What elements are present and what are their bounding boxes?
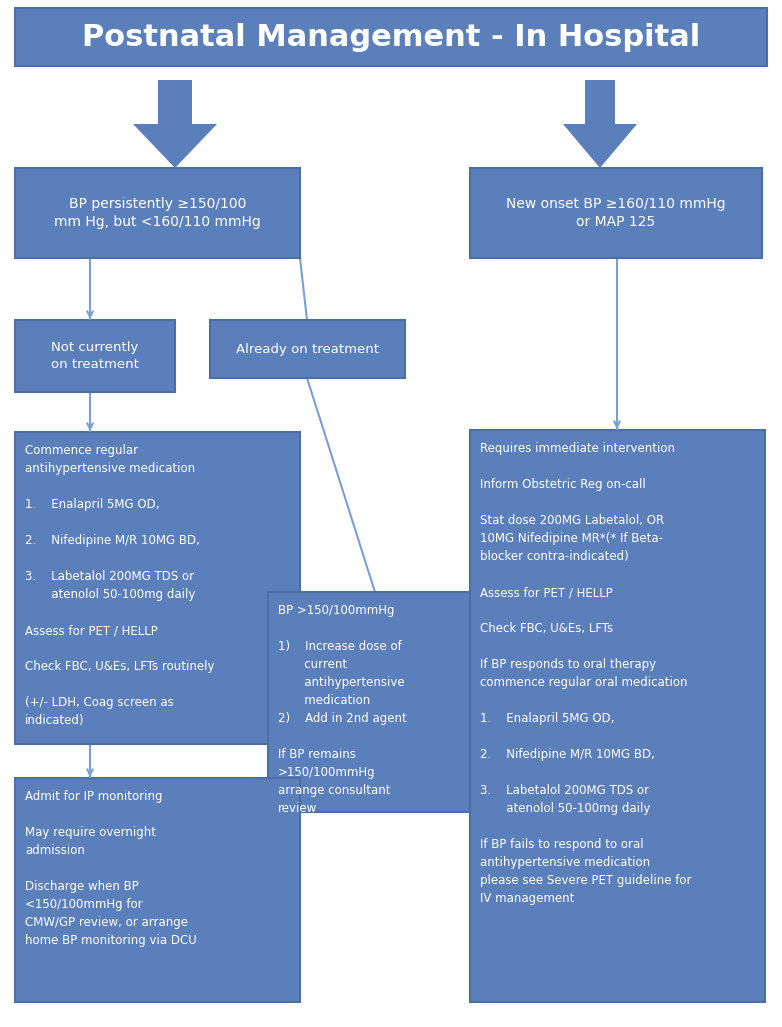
- Text: BP persistently ≥150/100
mm Hg, but <160/110 mmHg: BP persistently ≥150/100 mm Hg, but <160…: [54, 197, 261, 229]
- Text: BP >150/100mmHg

1)    Increase dose of
       current
       antihypertensive
 : BP >150/100mmHg 1) Increase dose of curr…: [278, 604, 407, 815]
- FancyBboxPatch shape: [15, 778, 300, 1002]
- Polygon shape: [133, 80, 217, 168]
- Text: Commence regular
antihypertensive medication

1.    Enalapril 5MG OD,

2.    Nif: Commence regular antihypertensive medica…: [25, 444, 214, 727]
- FancyBboxPatch shape: [15, 168, 300, 258]
- Text: Admit for IP monitoring

May require overnight
admission

Discharge when BP
<150: Admit for IP monitoring May require over…: [25, 790, 197, 947]
- Text: Postnatal Management - In Hospital: Postnatal Management - In Hospital: [82, 23, 700, 51]
- FancyBboxPatch shape: [15, 432, 300, 744]
- FancyBboxPatch shape: [470, 168, 762, 258]
- Polygon shape: [563, 80, 637, 168]
- Text: Requires immediate intervention

Inform Obstetric Reg on-call

Stat dose 200MG L: Requires immediate intervention Inform O…: [480, 442, 691, 905]
- Text: Already on treatment: Already on treatment: [236, 342, 379, 355]
- FancyBboxPatch shape: [268, 592, 483, 812]
- Text: New onset BP ≥160/110 mmHg
or MAP 125: New onset BP ≥160/110 mmHg or MAP 125: [506, 197, 726, 229]
- FancyBboxPatch shape: [15, 320, 175, 392]
- FancyBboxPatch shape: [470, 430, 765, 1002]
- FancyBboxPatch shape: [210, 320, 405, 378]
- Text: Not currently
on treatment: Not currently on treatment: [51, 341, 139, 371]
- FancyBboxPatch shape: [15, 8, 767, 66]
